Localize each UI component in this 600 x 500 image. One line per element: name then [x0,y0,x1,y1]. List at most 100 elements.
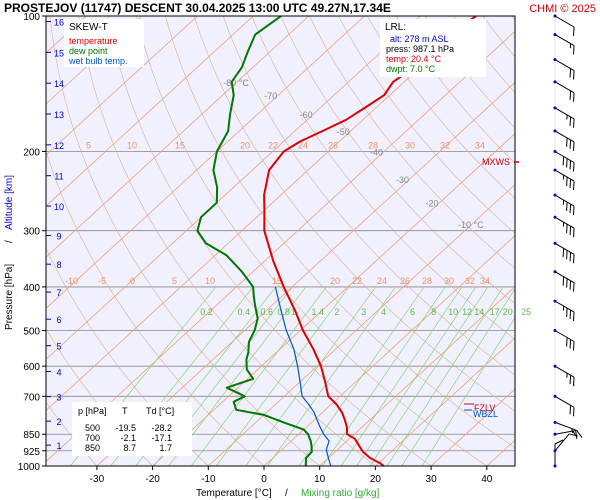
theta-label-400: 34 [480,276,490,286]
temperature-tick-label: -30 [90,474,105,485]
theta-label-400: -10 [65,276,78,286]
y-axis-title-2: Altitude [km] [4,175,15,230]
wind-barb-feather [566,337,568,347]
temperature-tick-label: 0 [261,474,267,485]
mixing-ratio-label: 0.8 [277,307,290,317]
legend-item-temperature: temperature [69,36,118,46]
altitude-tick-label: 8 [56,260,61,270]
wind-barb-feather [573,377,575,387]
isotherm-line [46,16,254,207]
fzl-label: FZLV [474,403,495,413]
wind-barb-dot [553,420,557,424]
pressure-tick-label: 925 [23,447,40,458]
wind-barb-feather [566,224,568,234]
dry-adiabat [165,16,515,449]
wind-barb-feather [566,158,568,168]
wind-barb-feather [575,429,578,439]
altitude-tick-label: 5 [56,342,61,352]
plot-frame [45,15,516,467]
wind-barb-feather [573,341,575,351]
wind-barb-feather [566,250,568,260]
wind-barb-feather [573,45,575,55]
dry-adiabat [280,16,515,305]
dry-adiabat [251,16,515,340]
mixing-ratio-label: 4 [381,307,386,317]
wind-barb [553,150,575,172]
profile-line-wet-bulb-temp- [274,286,332,466]
summary-table-cell: 700 [85,433,100,443]
wind-barb-dot [553,432,557,436]
pressure-tick-label: 700 [23,392,40,403]
dry-adiabat [193,16,515,412]
wind-barb-feather [566,202,568,212]
temperature-tick-label: -20 [145,474,160,485]
mixing-ratio-line [190,286,327,466]
theta-label-200: 30 [405,140,415,150]
altitude-tick-label: 10 [54,202,64,212]
pressure-tick-label: 200 [23,147,40,158]
wind-barb [553,80,575,102]
temperature-tick-label: 10 [314,474,326,485]
summary-table-cell: 500 [85,423,100,433]
wind-barb [553,439,564,468]
isotherm-line [208,184,515,466]
wind-barb-feather [573,26,575,36]
wind-barb-feather [569,375,572,385]
summary-table-bg [72,402,192,456]
summary-table-header: Td [°C] [146,406,174,416]
isotherm-line [46,16,477,412]
summary-table-header: T [122,406,128,416]
isotherm-line [96,81,515,466]
legend-item-wetbulb: wet bulb temp. [68,56,128,66]
wind-barb-feather [569,339,572,349]
isotherm-line [46,16,143,105]
isotherm-line [46,16,421,360]
legend-title: SKEW-T [69,22,108,33]
pressure-tick-label: 600 [23,362,40,373]
mixing-ratio-line [298,286,425,466]
mixing-ratio-line [322,286,446,466]
wind-barb-half [562,306,565,311]
theta-label-400: 28 [422,276,432,286]
altitude-tick-label: 9 [56,232,61,242]
wind-barb-half [571,428,573,434]
pressure-tick-label: 1000 [18,462,41,473]
isotherm-line [375,337,515,466]
wind-barb-dot [553,270,557,274]
mixing-ratio-label: 17 [490,307,500,317]
mixing-ratio-label: 25 [521,307,531,317]
wind-barb-staff [554,433,570,452]
temperature-tick-label: 40 [481,474,493,485]
wind-barb-dot [553,299,557,303]
wind-barb [553,420,578,439]
credit-text: CHMI © 2025 [529,3,596,15]
wind-barb [553,193,575,216]
theta-label-200: 32 [440,140,450,150]
isotherm-line [46,16,310,258]
mxws-label: MXWS [482,157,510,167]
theta-label-400: 30 [444,276,454,286]
mixing-ratio-label: 6 [410,307,415,317]
theta-label-200: 5 [86,140,91,150]
theta-label-200: 26 [328,140,338,150]
summary-table-cell: -17.1 [151,433,172,443]
wind-barb-dot [553,193,557,197]
mixing-ratio-line [356,286,477,466]
theta-label-400: 5 [172,276,177,286]
axes: 1002003004005006007008509251000123456789… [18,12,493,485]
mixing-ratio-label: 0.2 [200,307,213,317]
y-axis-titles: Pressure [hPa] / Altitude [km] [4,175,15,330]
wind-barb-half [566,114,568,120]
dry-adiabat [49,16,321,466]
mixing-ratio-line [401,288,515,466]
isotherm-line [46,16,198,156]
wind-barb-dot [553,241,557,245]
isotherm-line [430,388,515,466]
profile-line-temperature [263,16,477,466]
mixing-ratio-label: 0.6 [261,307,274,317]
theta-label-200: 15 [175,140,185,150]
wbzl-label: WBZL [473,409,498,419]
y-axis-separator: / [4,240,15,243]
grid-labels: 0.2 0.4 0.6 0.8 1 1.4 2 3 4 6 8 10 12 14 17 20 25-80 °C-… [65,78,531,317]
